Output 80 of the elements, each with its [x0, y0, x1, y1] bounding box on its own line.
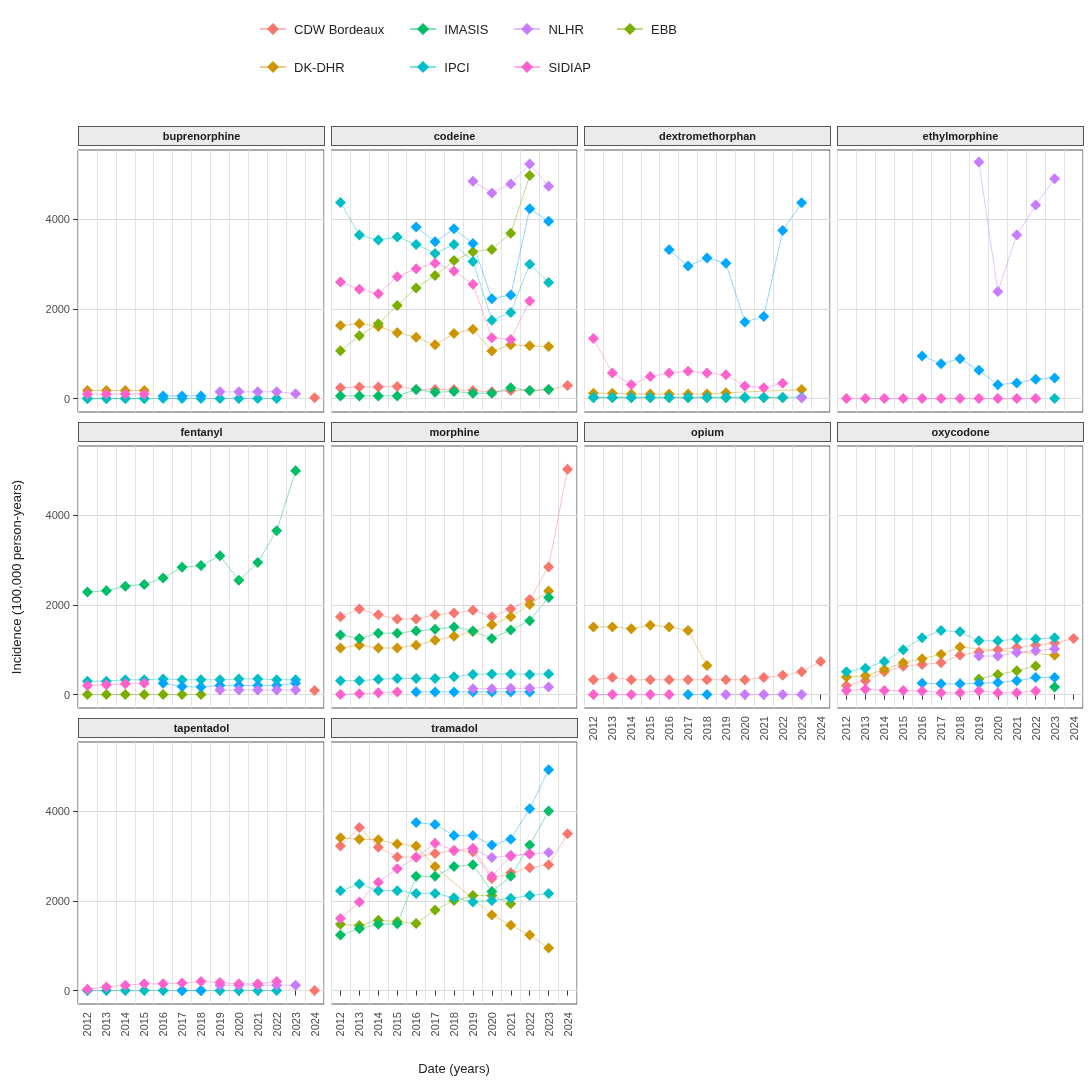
- x-tick-label: 2023: [1048, 716, 1061, 741]
- x-tick-label: 2022: [776, 716, 789, 741]
- x-tick-label: 2018: [448, 1012, 460, 1037]
- x-tick-label: 2017: [935, 716, 948, 741]
- x-tick-label: 2020: [738, 716, 751, 741]
- x-tick-label: 2024: [814, 716, 827, 741]
- legend-label: IPCI: [444, 59, 470, 75]
- x-tick-label: 2018: [195, 1012, 207, 1037]
- x-tick-label: 2014: [119, 1012, 132, 1037]
- chart-title: codeine: [331, 126, 578, 146]
- x-tick-label: 2018: [954, 716, 966, 741]
- chart-title: tramadol: [331, 718, 578, 738]
- x-tick-label: 2021: [1010, 716, 1023, 741]
- x-tick-label: 2016: [663, 716, 676, 741]
- y-tick-label: 2000: [45, 302, 70, 315]
- x-tick-label: 2022: [270, 1012, 283, 1037]
- chart-title: oxycodone: [837, 422, 1084, 442]
- legend-label: DK-DHR: [294, 59, 345, 75]
- x-tick-label: 2017: [429, 1012, 442, 1037]
- y-tick-label: 2000: [45, 598, 70, 611]
- x-tick-label: 2019: [972, 716, 985, 741]
- x-tick-label: 2012: [334, 1012, 347, 1037]
- x-tick-label: 2013: [100, 1012, 113, 1037]
- x-tick-label: 2014: [625, 716, 638, 741]
- x-tick-label: 2012: [587, 716, 600, 741]
- x-tick-label: 2024: [561, 1012, 574, 1037]
- y-tick-label: 4000: [45, 213, 70, 226]
- x-tick-label: 2023: [289, 1012, 302, 1037]
- y-tick-label: 4000: [45, 509, 70, 522]
- x-tick-label: 2015: [391, 1012, 404, 1037]
- legend-label: EBB: [651, 21, 678, 37]
- x-tick-label: 2020: [232, 1012, 245, 1037]
- x-tick-label: 2012: [81, 1012, 94, 1037]
- x-tick-label: 2015: [644, 716, 657, 741]
- chart-title: buprenorphine: [78, 126, 325, 146]
- x-tick-label: 2013: [353, 1012, 366, 1037]
- x-tick-label: 2013: [859, 716, 872, 741]
- y-tick-label: 0: [63, 984, 70, 997]
- x-tick-label: 2023: [795, 716, 808, 741]
- x-axis-title: Date (years): [418, 1061, 490, 1076]
- x-tick-label: 2019: [719, 716, 732, 741]
- x-tick-label: 2015: [138, 1012, 151, 1037]
- x-tick-label: 2019: [466, 1012, 479, 1037]
- y-tick-label: 0: [63, 688, 70, 701]
- chart-title: tapentadol: [78, 718, 325, 738]
- x-tick-label: 2021: [251, 1012, 264, 1037]
- x-tick-label: 2014: [878, 716, 891, 741]
- x-tick-label: 2016: [157, 1012, 170, 1037]
- x-tick-label: 2021: [504, 1012, 517, 1037]
- chart-title: fentanyl: [78, 422, 325, 442]
- x-tick-label: 2019: [213, 1012, 226, 1037]
- legend-label: IMASIS: [444, 21, 489, 37]
- y-tick-label: 0: [63, 392, 70, 405]
- x-tick-label: 2022: [523, 1012, 536, 1037]
- y-axis-title: Incidence (100,000 person-years): [9, 479, 24, 675]
- x-tick-label: 2016: [916, 716, 929, 741]
- legend-label: CDW Bordeaux: [294, 21, 385, 37]
- chart-title: morphine: [331, 422, 578, 442]
- x-tick-label: 2021: [757, 716, 770, 741]
- y-tick-label: 4000: [45, 805, 70, 818]
- x-tick-label: 2022: [1029, 716, 1042, 741]
- x-tick-label: 2012: [840, 716, 853, 741]
- y-tick-label: 2000: [45, 894, 70, 907]
- x-tick-label: 2015: [897, 716, 910, 741]
- x-tick-label: 2013: [606, 716, 619, 741]
- legend-label: NLHR: [548, 21, 584, 37]
- x-tick-label: 2023: [542, 1012, 555, 1037]
- x-tick-label: 2016: [410, 1012, 423, 1037]
- x-tick-label: 2017: [682, 716, 695, 741]
- chart-title: ethylmorphine: [837, 126, 1084, 146]
- x-tick-label: 2020: [485, 1012, 498, 1037]
- chart-title: opium: [584, 422, 831, 442]
- x-tick-label: 2018: [701, 716, 713, 741]
- x-tick-label: 2014: [372, 1012, 385, 1037]
- x-tick-label: 2024: [1067, 716, 1080, 741]
- chart-title: dextromethorphan: [584, 126, 831, 146]
- legend-label: SIDIAP: [548, 59, 592, 75]
- x-tick-label: 2020: [991, 716, 1004, 741]
- x-tick-label: 2024: [308, 1012, 321, 1037]
- x-tick-label: 2017: [176, 1012, 189, 1037]
